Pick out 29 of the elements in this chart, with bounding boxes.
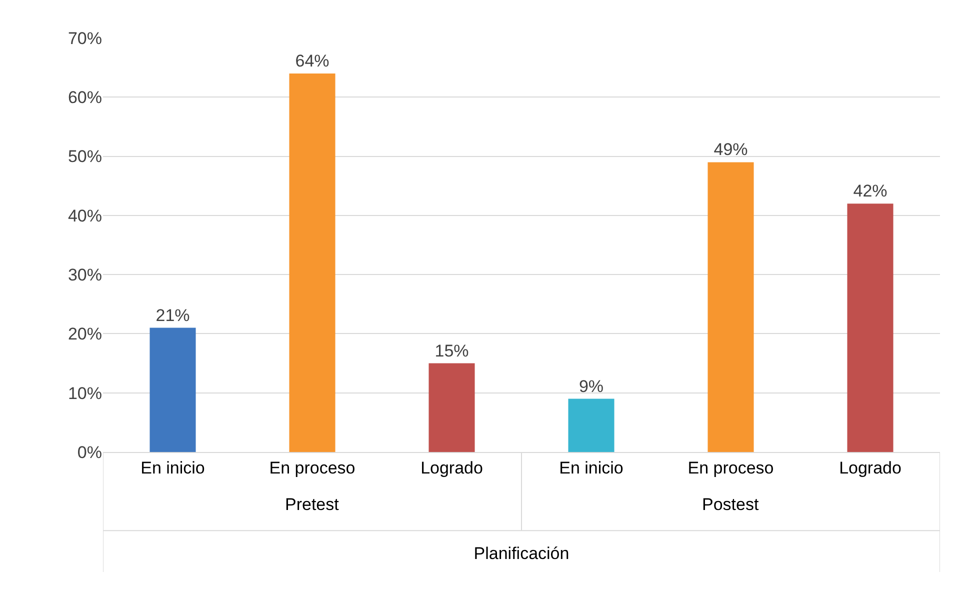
data-label: 49% xyxy=(714,140,748,160)
bar xyxy=(847,204,894,452)
y-tick-label: 0% xyxy=(77,442,102,462)
x-tick-label: En inicio xyxy=(559,458,624,478)
y-tick-label: 60% xyxy=(68,88,102,108)
bar xyxy=(428,363,475,452)
data-label: 15% xyxy=(434,341,469,360)
data-label: 42% xyxy=(853,182,888,201)
x-tick-label: En proceso xyxy=(688,458,774,478)
bar xyxy=(568,398,614,452)
y-tick-label: 40% xyxy=(68,206,102,226)
data-label: 21% xyxy=(156,306,190,325)
x-axis-title: Planificación xyxy=(474,544,570,563)
y-tick-label: 10% xyxy=(68,384,102,403)
bar xyxy=(708,162,754,452)
y-tick-label: 30% xyxy=(68,266,102,285)
data-label: 9% xyxy=(578,376,604,396)
x-tick-label: En proceso xyxy=(269,458,356,478)
y-tick-label: 20% xyxy=(68,324,102,344)
bar xyxy=(289,73,336,452)
data-label: 64% xyxy=(295,51,330,70)
text: Pretest xyxy=(285,495,340,514)
x-tick-label: Logrado xyxy=(839,458,902,478)
x-tick-label: En inicio xyxy=(140,458,205,478)
x-tick-label: Logrado xyxy=(420,458,483,478)
text: Postest xyxy=(702,495,759,514)
bar xyxy=(150,328,196,452)
y-tick-label: 50% xyxy=(68,147,102,166)
y-tick-label: 70% xyxy=(68,28,102,48)
